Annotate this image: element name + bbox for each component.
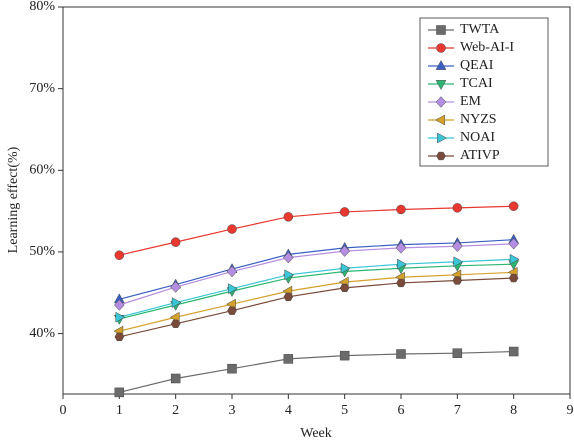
legend-box [419,17,549,167]
series-line [119,263,514,320]
y-tick-label: 50% [29,244,55,259]
plot-frame [62,6,571,395]
marker [227,224,237,234]
series-line [119,243,514,306]
marker [396,204,406,215]
marker [508,346,519,357]
marker [509,253,520,265]
series-line [119,271,514,332]
marker [283,292,294,301]
marker [452,240,463,252]
y-tick-label: 70% [29,81,55,96]
series-line [119,205,514,256]
marker [114,299,125,311]
marker [508,238,519,250]
marker [114,387,125,398]
series-line [119,258,514,318]
marker [452,276,463,285]
x-tick-label: 8 [510,403,517,418]
marker [227,306,237,315]
legend-marker [435,114,445,126]
legend-marker [436,43,446,53]
x-tick-label: 2 [172,403,179,418]
marker [283,251,294,264]
marker [508,273,519,283]
legend-label: QEAI [460,58,494,73]
x-axis-label: Week [300,426,332,441]
x-tick-label: 4 [285,403,292,418]
marker [170,237,181,247]
marker [170,319,181,328]
legend-marker [436,25,446,35]
marker [508,201,519,211]
marker [284,269,295,281]
marker [226,265,238,278]
marker [339,283,350,293]
legend-label: ATIVP [460,148,500,163]
marker [283,354,294,364]
x-tick-label: 6 [398,403,405,418]
x-tick-label: 5 [341,403,348,418]
legend-marker [435,96,447,108]
legend-label: Web-AI-I [460,40,514,55]
series-line [119,239,514,300]
legend-marker [435,80,447,90]
x-tick-label: 3 [229,403,236,418]
x-tick-label: 0 [60,403,67,418]
marker [452,203,463,213]
x-tick-label: 9 [567,403,574,418]
legend-label: NYZS [460,112,497,127]
series-line [119,277,514,338]
y-tick-label: 40% [29,326,55,341]
marker [170,281,181,293]
marker [396,349,406,359]
y-axis-label: Learning effect(%) [6,146,21,253]
x-tick-label: 7 [454,403,461,418]
marker [339,350,350,361]
legend-label: TWTA [460,22,500,37]
marker [339,245,350,257]
x-tick-label: 1 [116,403,123,418]
marker [171,297,182,308]
marker [114,332,125,341]
legend-marker [435,60,447,70]
legend-marker [437,132,447,144]
y-tick-label: 80% [29,0,55,14]
marker [395,242,407,254]
legend-label: EM [460,94,482,109]
marker [228,283,238,295]
marker [397,258,407,270]
marker [339,207,350,217]
legend-label: TCAI [460,76,493,91]
marker [452,348,463,358]
legend-label: NOAI [460,130,495,145]
series-line [119,350,514,393]
marker [227,363,237,374]
marker [283,212,294,222]
legend-marker [436,151,446,161]
marker [114,250,125,260]
marker [396,278,406,288]
marker [170,373,181,384]
marker [453,256,464,268]
marker [340,262,351,274]
y-tick-label: 60% [29,163,55,178]
marker [115,311,126,323]
